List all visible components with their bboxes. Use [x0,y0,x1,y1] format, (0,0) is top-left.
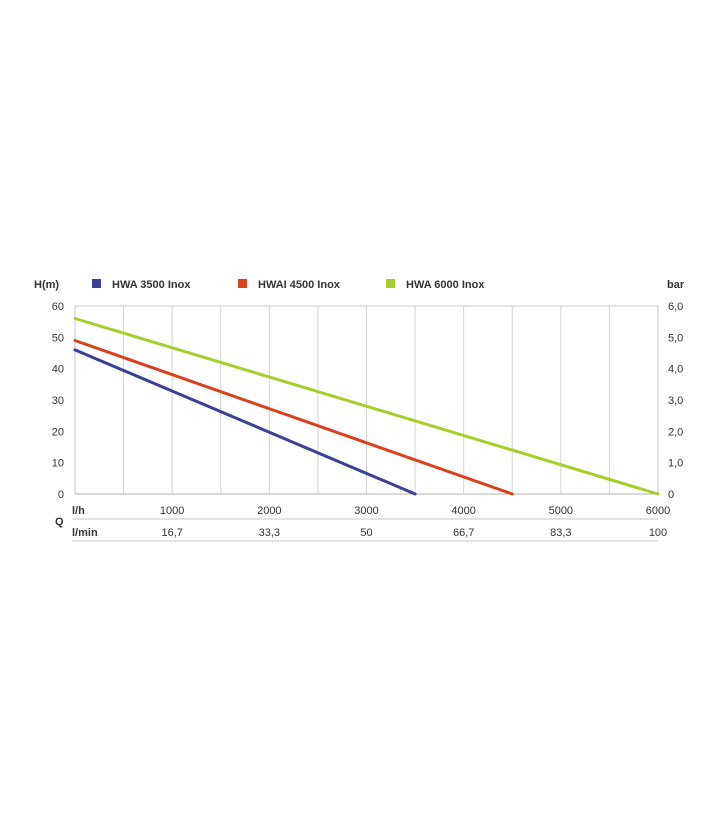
series-line [73,348,417,496]
x-tick-label-lmin: 50 [360,527,372,539]
legend-swatch [92,279,101,288]
x-tick-label-lmin: 100 [649,527,667,539]
y-tick-label-right: 6,0 [668,301,683,313]
y-axis-label-right: bar [667,279,685,291]
legend-swatch [238,279,247,288]
x-tick-label-lh: 3000 [354,505,378,517]
axis-labels: 0 0 10 1,0 20 2,0 30 3,0 40 4,0 50 5,0 60 6,0 1000 16,7… [34,279,685,539]
y-tick-label-left: 30 [52,395,64,407]
y-tick-label-left: 0 [58,489,64,501]
grid-lines [123,306,610,494]
y-tick-label-left: 40 [52,364,64,376]
y-tick-label-left: 50 [52,332,64,344]
series-line [73,317,660,496]
axes [72,305,659,542]
x-axis-label: Q [55,516,64,528]
legend: HWA 3500 Inox HWAI 4500 Inox HWA 6000 Inox [92,279,485,291]
x-tick-label-lmin: 66,7 [453,527,474,539]
y-tick-label-right: 4,0 [668,364,683,376]
legend-label: HWA 3500 Inox [112,279,191,291]
x-tick-label-lmin: 33,3 [259,527,280,539]
x-tick-label-lh: 1000 [160,505,184,517]
legend-label: HWAI 4500 Inox [258,279,341,291]
y-tick-label-left: 60 [52,301,64,313]
y-tick-label-right: 2,0 [668,426,683,438]
series-line [73,339,514,496]
y-tick-label-right: 1,0 [668,458,683,470]
x-tick-label-lmin: 83,3 [550,527,571,539]
legend-label: HWA 6000 Inox [406,279,485,291]
legend-swatch [386,279,395,288]
y-tick-label-left: 20 [52,426,64,438]
y-axis-label-left: H(m) [34,279,59,291]
x-tick-label-lmin: 16,7 [161,527,182,539]
x-unit-lh-label: l/h [72,505,85,517]
x-tick-label-lh: 6000 [646,505,670,517]
y-tick-label-right: 0 [668,489,674,501]
y-tick-label-left: 10 [52,458,64,470]
series-lines [73,317,660,496]
x-tick-label-lh: 4000 [451,505,475,517]
x-tick-label-lh: 2000 [257,505,281,517]
x-unit-lmin-label: l/min [72,527,98,539]
y-tick-label-right: 3,0 [668,395,683,407]
y-tick-label-right: 5,0 [668,332,683,344]
x-tick-label-lh: 5000 [549,505,573,517]
